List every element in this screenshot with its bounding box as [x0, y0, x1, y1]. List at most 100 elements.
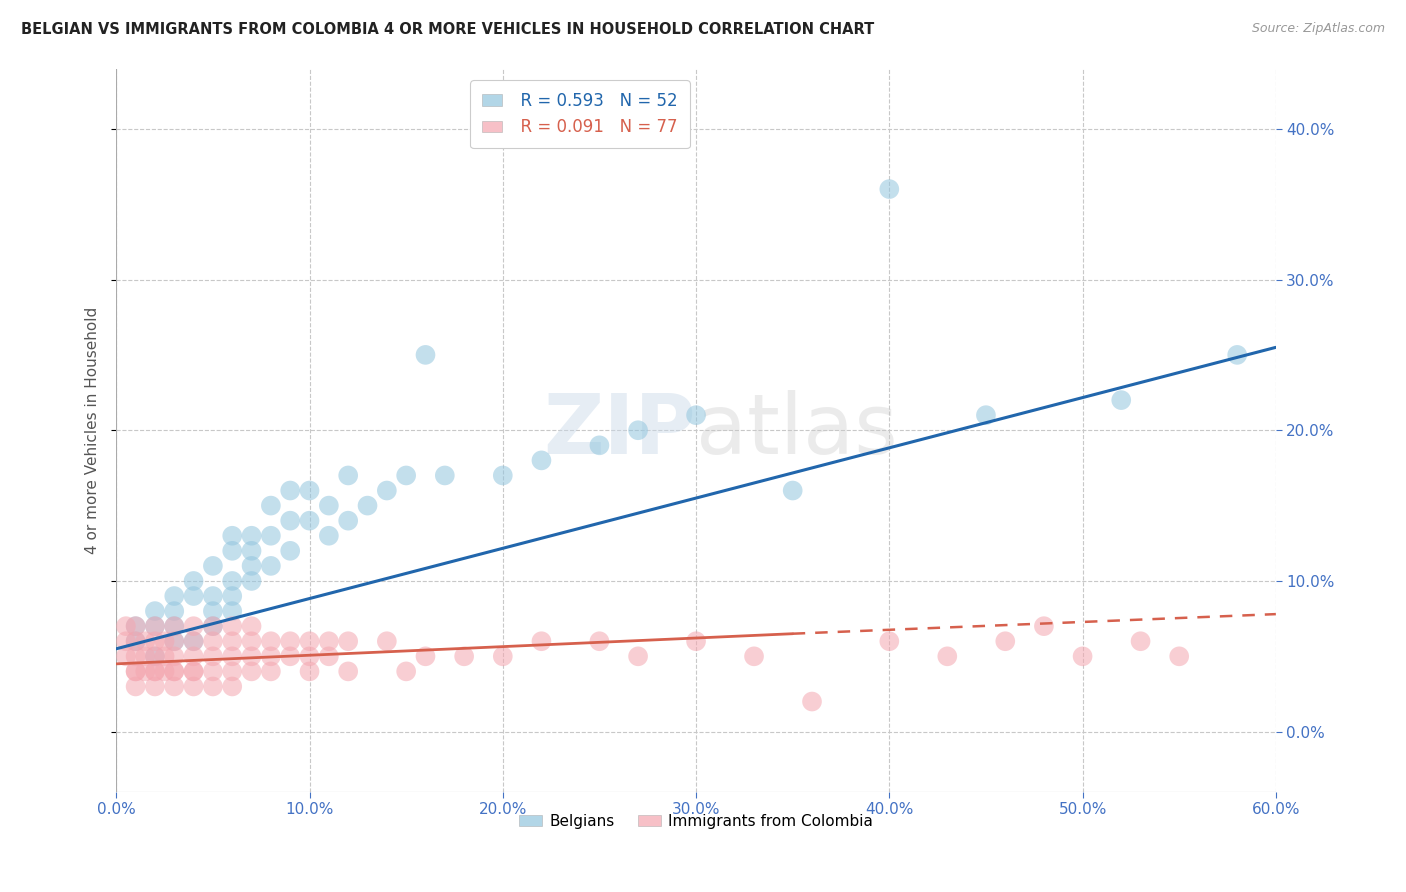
Point: [530, 634, 553, 648]
Point: [492, 649, 515, 664]
Point: [153, 634, 176, 648]
Point: [240, 558, 263, 573]
Point: [337, 634, 360, 648]
Point: [183, 680, 205, 694]
Point: [143, 680, 166, 694]
Point: [318, 649, 340, 664]
Point: [143, 604, 166, 618]
Point: [163, 589, 186, 603]
Point: [221, 634, 243, 648]
Point: [627, 649, 650, 664]
Point: [124, 680, 146, 694]
Point: [221, 649, 243, 664]
Point: [685, 408, 707, 422]
Point: [1226, 348, 1249, 362]
Point: [183, 634, 205, 648]
Point: [221, 604, 243, 618]
Point: [163, 604, 186, 618]
Point: [318, 634, 340, 648]
Point: [115, 649, 138, 664]
Point: [221, 665, 243, 679]
Point: [201, 680, 224, 694]
Text: BELGIAN VS IMMIGRANTS FROM COLOMBIA 4 OR MORE VEHICLES IN HOUSEHOLD CORRELATION : BELGIAN VS IMMIGRANTS FROM COLOMBIA 4 OR…: [21, 22, 875, 37]
Point: [163, 634, 186, 648]
Point: [163, 680, 186, 694]
Point: [453, 649, 475, 664]
Point: [124, 665, 146, 679]
Point: [240, 574, 263, 588]
Point: [124, 634, 146, 648]
Point: [240, 665, 263, 679]
Point: [530, 453, 553, 467]
Point: [337, 665, 360, 679]
Point: [337, 514, 360, 528]
Point: [124, 619, 146, 633]
Point: [936, 649, 959, 664]
Point: [1129, 634, 1152, 648]
Legend: Belgians, Immigrants from Colombia: Belgians, Immigrants from Colombia: [513, 808, 879, 835]
Point: [298, 649, 321, 664]
Point: [298, 665, 321, 679]
Point: [201, 619, 224, 633]
Point: [163, 619, 186, 633]
Text: ZIP: ZIP: [544, 390, 696, 471]
Point: [201, 649, 224, 664]
Point: [260, 665, 283, 679]
Point: [240, 529, 263, 543]
Point: [201, 589, 224, 603]
Point: [1109, 393, 1132, 408]
Point: [163, 649, 186, 664]
Point: [221, 529, 243, 543]
Text: atlas: atlas: [696, 390, 898, 471]
Point: [183, 574, 205, 588]
Point: [134, 649, 156, 664]
Point: [143, 665, 166, 679]
Point: [153, 649, 176, 664]
Point: [879, 634, 901, 648]
Point: [375, 634, 398, 648]
Point: [201, 558, 224, 573]
Point: [278, 483, 301, 498]
Point: [183, 649, 205, 664]
Point: [134, 634, 156, 648]
Point: [124, 634, 146, 648]
Point: [278, 544, 301, 558]
Point: [260, 499, 283, 513]
Point: [240, 544, 263, 558]
Point: [143, 619, 166, 633]
Point: [143, 649, 166, 664]
Point: [994, 634, 1017, 648]
Point: [627, 423, 650, 437]
Point: [143, 649, 166, 664]
Point: [221, 589, 243, 603]
Y-axis label: 4 or more Vehicles in Household: 4 or more Vehicles in Household: [86, 307, 100, 554]
Point: [240, 649, 263, 664]
Point: [278, 514, 301, 528]
Point: [143, 634, 166, 648]
Text: Source: ZipAtlas.com: Source: ZipAtlas.com: [1251, 22, 1385, 36]
Point: [318, 499, 340, 513]
Point: [879, 182, 901, 196]
Point: [415, 348, 437, 362]
Point: [278, 649, 301, 664]
Point: [260, 529, 283, 543]
Point: [337, 468, 360, 483]
Point: [318, 529, 340, 543]
Point: [163, 665, 186, 679]
Point: [183, 665, 205, 679]
Point: [974, 408, 997, 422]
Point: [685, 634, 707, 648]
Point: [260, 634, 283, 648]
Point: [433, 468, 456, 483]
Point: [298, 514, 321, 528]
Point: [278, 634, 301, 648]
Point: [221, 619, 243, 633]
Point: [260, 649, 283, 664]
Point: [415, 649, 437, 664]
Point: [183, 619, 205, 633]
Point: [375, 483, 398, 498]
Point: [588, 438, 610, 452]
Point: [143, 665, 166, 679]
Point: [183, 634, 205, 648]
Point: [395, 468, 418, 483]
